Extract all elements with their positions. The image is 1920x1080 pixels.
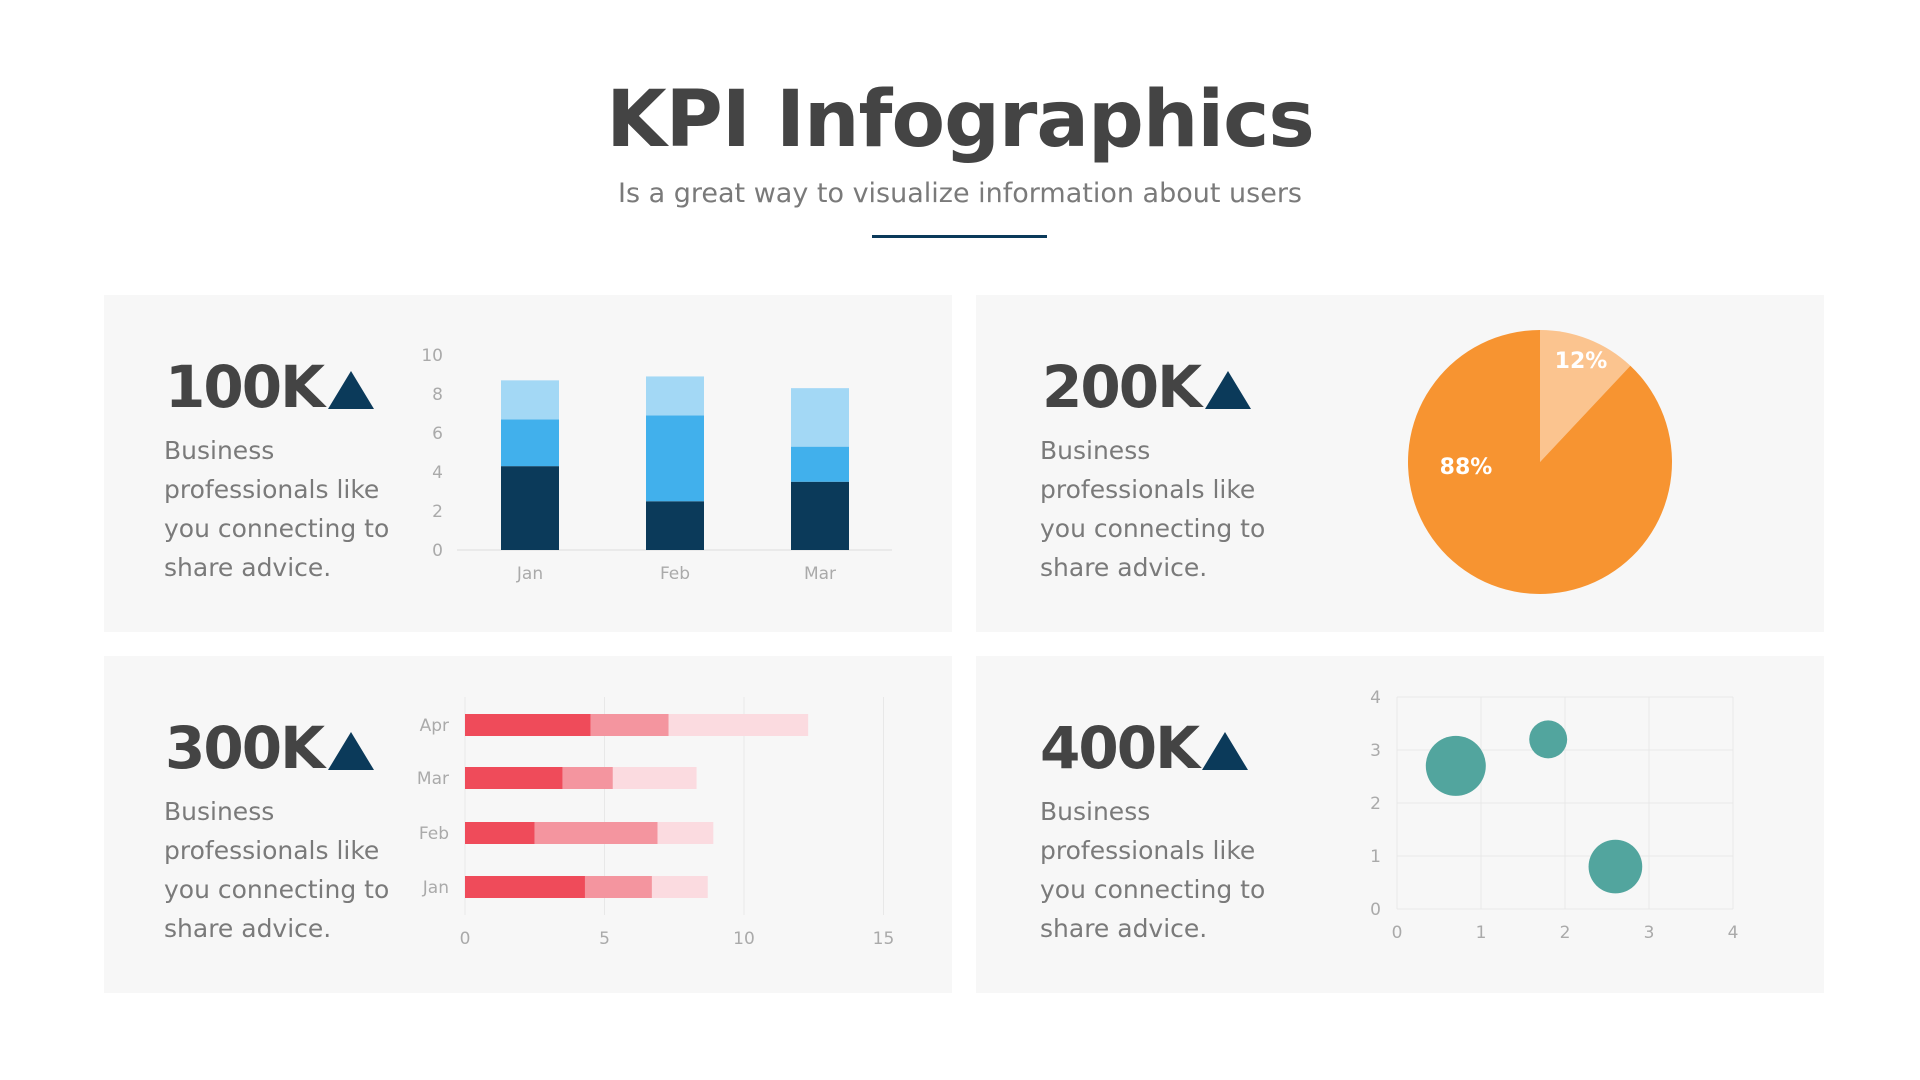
- bubble: [1425, 735, 1486, 796]
- pie-label: 12%: [1555, 349, 1608, 374]
- x-tick-label: 2: [1560, 923, 1571, 943]
- y-tick-label: Jan: [422, 878, 449, 898]
- bubble: [1588, 839, 1643, 894]
- x-tick-label: 3: [1644, 923, 1655, 943]
- y-tick-label: 8: [432, 385, 443, 405]
- kpi-value: 400K: [1040, 714, 1200, 782]
- y-tick-label: Mar: [417, 769, 449, 789]
- y-tick-label: 4: [1370, 688, 1381, 708]
- y-tick-label: 3: [1370, 741, 1381, 761]
- x-tick-label: Feb: [660, 564, 690, 584]
- page-title: KPI Infographics: [606, 75, 1315, 165]
- y-tick-label: 2: [1370, 794, 1381, 814]
- y-tick-label: 0: [1370, 900, 1381, 920]
- bar-segment: [651, 876, 708, 898]
- y-tick-label: 4: [432, 463, 443, 483]
- bar-segment: [791, 481, 849, 550]
- up-triangle-icon: [1205, 371, 1251, 409]
- pie-label: 88%: [1440, 455, 1493, 480]
- y-tick-label: 10: [421, 346, 443, 366]
- bar-segment: [657, 822, 714, 844]
- title-divider: [872, 235, 1047, 238]
- kpi-value: 100K: [165, 353, 325, 421]
- x-tick-label: Mar: [804, 564, 836, 584]
- bar-segment: [646, 376, 704, 416]
- y-tick-label: 2: [432, 502, 443, 522]
- bar-segment: [465, 767, 563, 789]
- y-tick-label: 1: [1370, 847, 1381, 867]
- pie-slice: [1540, 330, 1631, 462]
- up-triangle-icon: [1202, 732, 1248, 770]
- bar-segment: [791, 446, 849, 482]
- x-tick-label: 1: [1476, 923, 1487, 943]
- x-tick-label: 15: [873, 929, 895, 949]
- kpi-value: 200K: [1042, 353, 1202, 421]
- kpi-panel-2: 200K Business professionals like you con…: [976, 295, 1824, 632]
- kpi-description: Business professionals like you connecti…: [164, 797, 390, 943]
- bar-segment: [590, 714, 669, 736]
- bar-segment: [612, 767, 697, 789]
- up-triangle-icon: [328, 371, 374, 409]
- bar-segment: [465, 714, 591, 736]
- kpi-description: Business professionals like you connecti…: [1040, 797, 1266, 943]
- bar-segment: [646, 501, 704, 550]
- y-tick-label: 6: [432, 424, 443, 444]
- bubble: [1529, 720, 1568, 759]
- kpi-panel-4: 400K Business professionals like you con…: [976, 656, 1824, 993]
- up-triangle-icon: [328, 732, 374, 770]
- bar-segment: [668, 714, 809, 736]
- y-tick-label: Apr: [420, 716, 449, 736]
- bar-segment: [465, 822, 535, 844]
- y-tick-label: Feb: [419, 824, 449, 844]
- page-subtitle: Is a great way to visualize information …: [617, 178, 1303, 209]
- y-tick-label: 0: [432, 541, 443, 561]
- x-tick-label: 10: [733, 929, 755, 949]
- x-tick-label: Jan: [516, 564, 543, 584]
- x-tick-label: 4: [1728, 923, 1739, 943]
- pie-slice: [1408, 330, 1672, 594]
- bar-segment: [534, 822, 658, 844]
- kpi-description: Business professionals like you connecti…: [1040, 436, 1266, 582]
- kpi-value: 300K: [165, 714, 325, 782]
- bar-segment: [501, 419, 559, 467]
- bar-segment: [646, 415, 704, 502]
- x-tick-label: 0: [1392, 923, 1403, 943]
- bar-segment: [501, 380, 559, 420]
- x-tick-label: 0: [460, 929, 471, 949]
- kpi-description: Business professionals like you connecti…: [164, 436, 390, 582]
- bar-segment: [584, 876, 652, 898]
- bar-segment: [562, 767, 613, 789]
- bar-segment: [501, 466, 559, 550]
- bar-segment: [465, 876, 585, 898]
- bar-segment: [791, 388, 849, 447]
- x-tick-label: 5: [599, 929, 610, 949]
